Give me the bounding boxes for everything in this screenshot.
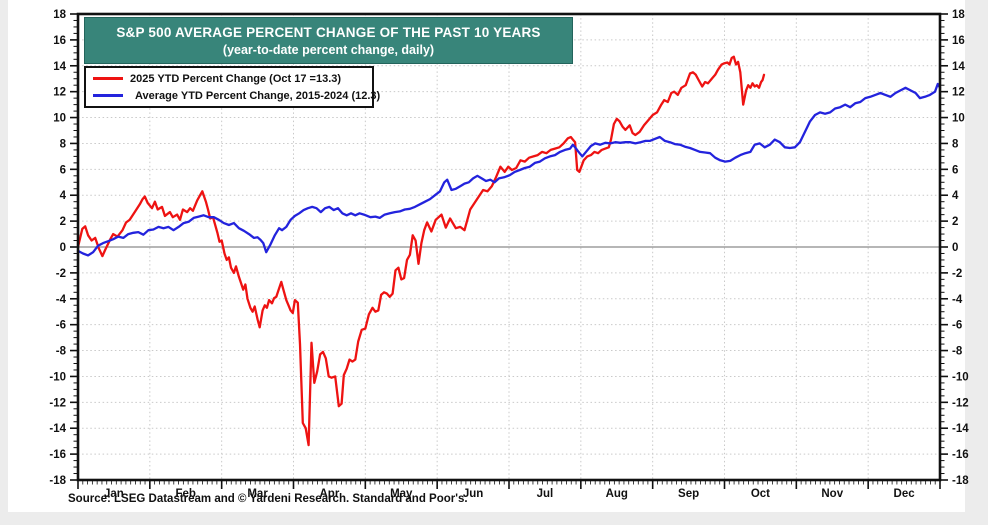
month-label-aug: Aug [606, 488, 628, 500]
month-label-dec: Dec [894, 488, 916, 500]
y-axis-label-left: 16 [53, 35, 66, 47]
month-label-jun: Jun [463, 488, 483, 500]
y-axis-label-left: -10 [49, 371, 66, 383]
y-axis-label-right: -12 [952, 397, 969, 409]
y-axis-label-right: -6 [952, 320, 962, 332]
y-axis-label-left: 4 [60, 190, 67, 202]
y-axis-label-left: 6 [60, 164, 66, 176]
y-axis-label-left: -2 [56, 268, 66, 280]
source-attribution: Source: LSEG Datastream and © Yardeni Re… [68, 493, 468, 505]
y-axis-label-left: -6 [56, 320, 66, 332]
month-label-nov: Nov [821, 488, 843, 500]
chart-subtitle: (year-to-date percent change, daily) [222, 43, 435, 57]
y-axis-label-right: -8 [952, 346, 963, 358]
y-axis-label-left: 18 [53, 9, 66, 21]
y-axis-label-right: 8 [952, 138, 959, 150]
month-label-jan: Jan [104, 488, 124, 500]
y-axis-label-right: 18 [952, 9, 965, 21]
chart-legend: 2025 YTD Percent Change (Oct 17 =13.3) A… [84, 66, 380, 108]
month-label-jul: Jul [537, 488, 554, 500]
y-axis-label-left: -12 [49, 397, 66, 409]
month-label-may: May [390, 488, 413, 500]
y-axis-label-left: 0 [60, 242, 66, 254]
y-axis-label-right: 2 [952, 216, 958, 228]
y-axis-label-right: 6 [952, 164, 958, 176]
y-axis-label-left: -4 [56, 294, 67, 306]
y-axis-label-right: 12 [952, 87, 965, 99]
y-axis-label-right: 0 [952, 242, 958, 254]
y-axis-label-right: -18 [952, 475, 969, 487]
month-label-apr: Apr [320, 488, 340, 500]
chart-title-box: S&P 500 AVERAGE PERCENT CHANGE OF THE PA… [84, 17, 573, 64]
y-axis-label-right: 16 [952, 35, 965, 47]
y-axis-label-left: 8 [60, 138, 67, 150]
y-axis-label-left: 10 [53, 113, 66, 125]
y-axis-label-left: -14 [49, 423, 66, 435]
legend-label-2025: 2025 YTD Percent Change (Oct 17 =13.3) [130, 72, 342, 85]
month-label-mar: Mar [247, 488, 268, 500]
y-axis-label-left: 14 [53, 61, 66, 73]
y-axis-label-left: -8 [56, 346, 67, 358]
month-label-feb: Feb [176, 488, 196, 500]
y-axis-label-left: 12 [53, 87, 66, 99]
y-axis-label-right: -16 [952, 449, 969, 461]
chart-title: S&P 500 AVERAGE PERCENT CHANGE OF THE PA… [116, 25, 541, 40]
legend-label-average: Average YTD Percent Change, 2015-2024 (1… [135, 89, 381, 102]
y-axis-label-left: -18 [49, 475, 66, 487]
month-label-sep: Sep [678, 488, 699, 500]
y-axis-label-right: -4 [952, 294, 963, 306]
blue-line-swatch [93, 93, 123, 98]
y-axis-label-right: 14 [952, 61, 965, 73]
red-line-swatch [93, 76, 123, 81]
series-line-average-ytd [76, 82, 942, 257]
y-axis-label-right: -14 [952, 423, 969, 435]
legend-item-2025: 2025 YTD Percent Change (Oct 17 =13.3) [86, 70, 372, 87]
y-axis-label-right: -10 [952, 371, 969, 383]
y-axis-label-left: -16 [49, 449, 66, 461]
month-label-oct: Oct [751, 488, 770, 500]
y-axis-label-right: -2 [952, 268, 962, 280]
y-axis-label-right: 4 [952, 190, 959, 202]
series-line-2025-ytd [76, 55, 766, 447]
y-axis-label-left: 2 [60, 216, 66, 228]
y-axis-label-right: 10 [952, 113, 965, 125]
legend-item-average: Average YTD Percent Change, 2015-2024 (1… [86, 87, 380, 104]
